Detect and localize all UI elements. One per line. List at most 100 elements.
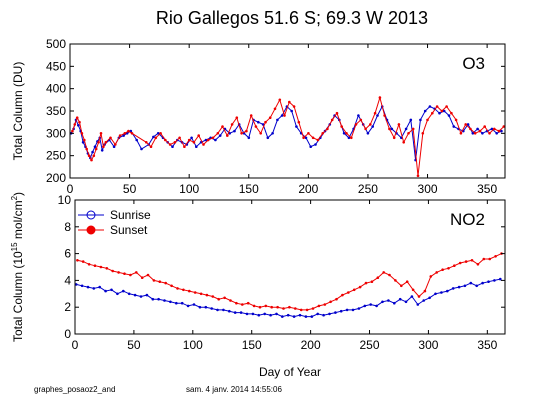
o3-sunrise-point [140, 147, 143, 151]
no2-sunrise-point [169, 300, 172, 304]
no2-sunset-point [264, 304, 268, 308]
o3-sunset-point [123, 132, 127, 135]
o3-sunset-point [168, 143, 172, 146]
no2-sunset-point [417, 295, 421, 298]
o3-sunset-point [114, 143, 117, 146]
no2-sunset-point [87, 263, 91, 266]
no2-sunset-point [494, 254, 497, 258]
no2-sunrise-point [133, 293, 137, 297]
o3-sunrise-point [481, 132, 484, 135]
legend: Sunrise Sunset [78, 208, 151, 237]
o3-sunset-point [359, 118, 363, 122]
o3-sunset-point [335, 111, 339, 115]
no2-sunset-point [317, 304, 321, 308]
no2-sunrise-point [251, 312, 255, 316]
o3-y-tick-label: 300 [46, 126, 66, 140]
o3-sunset-point [383, 114, 386, 117]
o3-sunrise-point [100, 149, 104, 152]
no2-sunset-point [482, 257, 486, 261]
no2-sunset-point [229, 299, 232, 302]
no2-sunset-point [258, 305, 262, 309]
no2-sunrise-point [393, 301, 396, 305]
x-axis-label: Day of Year [259, 365, 321, 379]
no2-sunset-point [405, 280, 409, 284]
o3-sunset-point [87, 154, 91, 157]
o3-sunset-point [502, 125, 506, 128]
no2-sunset-point [329, 300, 332, 304]
o3-sunrise-point [423, 109, 427, 113]
no2-sunrise-point [387, 299, 390, 302]
no2-sunrise-point [269, 313, 272, 317]
no2-sunrise-point [375, 304, 378, 308]
no2-sunrise-point [116, 292, 119, 296]
o3-sunrise-point [404, 127, 408, 131]
o3-sunrise-point [366, 132, 370, 135]
no2-plot-frame [74, 199, 506, 335]
no2-sunrise-point [86, 285, 90, 289]
no2-sunrise-point [434, 292, 437, 296]
no2-sunrise-point [328, 312, 331, 316]
no2-sunset-point [347, 291, 350, 294]
o3-sunrise-point [135, 138, 138, 142]
o3-sunset-point [488, 132, 491, 135]
o3-sunset-point [235, 116, 239, 119]
no2-sunset-point [241, 303, 244, 306]
o3-sunset-point [216, 132, 220, 135]
no2-sunrise-point [457, 285, 461, 289]
o3-sunset-point [445, 105, 448, 108]
no2-y-tick-label: 0 [64, 327, 71, 341]
o3-sunset-point [307, 132, 310, 135]
no2-sunset-point [235, 301, 238, 305]
o3-sunset-point [330, 118, 334, 122]
no2-sunset-point [182, 288, 185, 292]
o3-sunset-point [397, 123, 401, 126]
no2-sunset-point [458, 261, 462, 265]
no2-sunrise-point [410, 295, 414, 298]
o3-sunset-point [130, 132, 134, 135]
legend-sunset-label: Sunset [110, 223, 148, 237]
o3-sunrise-point [204, 138, 208, 142]
no2-sunrise-point [487, 280, 490, 284]
no2-sunrise-point [322, 313, 325, 317]
o3-sunset-point [411, 127, 415, 131]
o3-sunset-point [78, 120, 81, 124]
o3-sunrise-point [247, 136, 251, 140]
o3-series [69, 95, 506, 178]
o3-sunset-point [164, 138, 167, 142]
no2-sunrise-point [74, 283, 78, 286]
no2-y-label-unit-exponent: 2 [10, 195, 19, 200]
no2-sunrise-point [304, 315, 308, 318]
o3-sunset-point [240, 132, 243, 135]
no2-sunset-point [140, 276, 144, 280]
o3-sunset-point [99, 132, 103, 135]
legend-sunset-marker [86, 225, 96, 235]
no2-sunset-point [470, 259, 474, 262]
o3-sunset-point [278, 98, 282, 102]
o3-sunset-point [226, 134, 229, 137]
no2-sunrise-point [151, 297, 155, 301]
o3-x-tick-label: 200 [298, 182, 318, 196]
o3-sunset-point [90, 158, 93, 162]
o3-sunrise-point [347, 136, 351, 140]
o3-sunset-point [302, 136, 305, 140]
o3-sunset-point [473, 132, 477, 135]
no2-sunset-point [423, 289, 427, 293]
no2-sunset-point [176, 287, 179, 290]
o3-sunset-point [478, 129, 482, 133]
no2-y-label-exponent: 15 [10, 242, 19, 251]
no2-sunset-point [193, 291, 197, 294]
no2-sunrise-point [446, 289, 449, 293]
no2-sunrise-point [493, 279, 496, 282]
o3-sunrise-point [112, 145, 116, 148]
o3-sunset-point [297, 120, 301, 124]
o3-sunset-point [440, 109, 444, 113]
no2-sunset-point [223, 296, 226, 300]
o3-sunset-point [249, 114, 253, 117]
o3-sunset-point [173, 141, 177, 144]
no2-sunrise-point [157, 297, 160, 301]
o3-sunset-point [230, 123, 234, 126]
no2-sunset-point [476, 263, 480, 266]
no2-sunset-point [447, 267, 450, 270]
o3-sunrise-point [304, 136, 308, 140]
no2-sunrise-point [398, 297, 402, 301]
